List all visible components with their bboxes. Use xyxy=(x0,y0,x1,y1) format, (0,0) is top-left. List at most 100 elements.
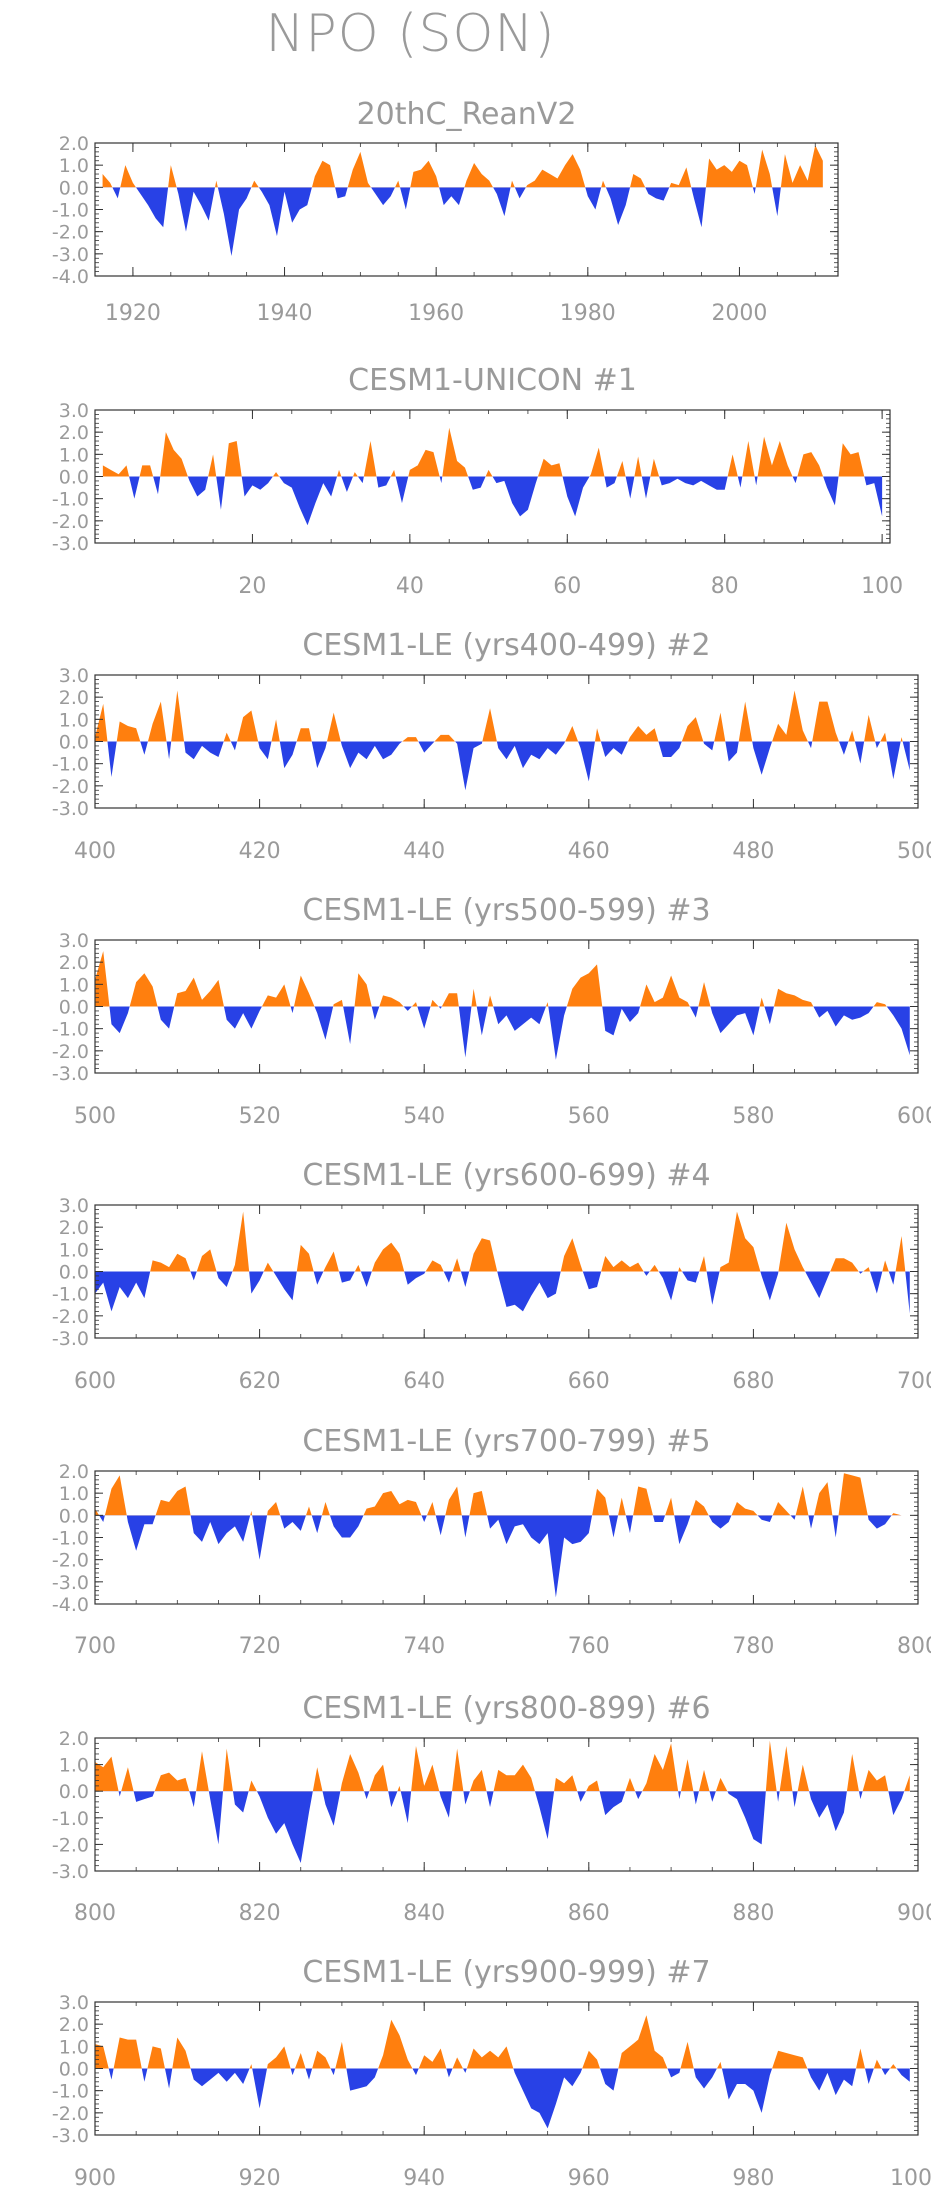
y-tick-label: -1.0 xyxy=(52,2081,89,2103)
y-tick-label: -3.0 xyxy=(52,2125,89,2147)
y-tick-label: 3.0 xyxy=(59,665,89,687)
y-tick-label: -1.0 xyxy=(52,1808,89,1830)
y-tick-label: 2.0 xyxy=(59,952,89,974)
x-tick-label: 40 xyxy=(396,574,424,599)
x-tick-label: 960 xyxy=(568,2166,610,2191)
x-tick-label: 1920 xyxy=(105,301,161,326)
y-tick-label: 2.0 xyxy=(59,2014,89,2036)
y-tick-label: 0.0 xyxy=(59,467,89,489)
x-tick-label: 800 xyxy=(74,1901,116,1926)
y-tick-label: -3.0 xyxy=(52,1861,89,1883)
main-title: NPO (SON) xyxy=(265,4,556,64)
negative-area xyxy=(102,476,883,526)
x-tick-label: 880 xyxy=(732,1901,774,1926)
panel-6: CESM1-LE (yrs700-799) #5 2.01.00.0-1.0-2.… xyxy=(52,1424,931,1659)
y-tick-label: -3.0 xyxy=(52,533,89,555)
x-tick-label: 400 xyxy=(74,839,116,864)
positive-area xyxy=(95,1211,910,1272)
y-tick-label: 1.0 xyxy=(59,2036,89,2058)
x-tick-label: 540 xyxy=(403,1104,445,1129)
y-tick-label: -3.0 xyxy=(52,1328,89,1350)
y-tick-label: 3.0 xyxy=(59,1195,89,1217)
y-tick-label: -2.0 xyxy=(52,1306,89,1328)
positive-area xyxy=(95,1473,910,1516)
y-tick-label: 0.0 xyxy=(59,1262,89,1284)
x-tick-label: 840 xyxy=(403,1901,445,1926)
negative-area xyxy=(95,1006,910,1060)
y-tick-label: -1.0 xyxy=(52,754,89,776)
x-tick-label: 800 xyxy=(897,1634,931,1659)
panel-title: CESM1-LE (yrs500-599) #3 xyxy=(302,893,710,928)
positive-area xyxy=(95,1740,910,1792)
x-tick-label: 580 xyxy=(732,1104,774,1129)
positive-area xyxy=(95,951,910,1007)
positive-area xyxy=(95,2015,910,2069)
panel-title: CESM1-LE (yrs400-499) #2 xyxy=(302,628,710,663)
negative-area xyxy=(99,1515,892,1598)
x-tick-label: 720 xyxy=(239,1634,281,1659)
positive-area xyxy=(102,427,883,477)
y-tick-label: 0.0 xyxy=(59,732,89,754)
y-tick-label: 1.0 xyxy=(59,1755,89,1777)
x-tick-label: 100 xyxy=(861,574,903,599)
negative-area xyxy=(95,2068,910,2129)
panel-title: CESM1-LE (yrs700-799) #5 xyxy=(302,1424,710,1459)
panel-title: CESM1-LE (yrs800-899) #6 xyxy=(302,1691,710,1726)
y-tick-label: -2.0 xyxy=(52,1550,89,1572)
panel-title: CESM1-LE (yrs600-699) #4 xyxy=(302,1158,710,1193)
y-tick-label: -3.0 xyxy=(52,244,89,266)
panel-7: CESM1-LE (yrs800-899) #6 2.0 1.0 0.0 -1.0 -2.… xyxy=(52,1691,931,1926)
x-tick-label: 660 xyxy=(568,1369,610,1394)
positive-area xyxy=(102,145,823,188)
y-tick-label: -3.0 xyxy=(52,1572,89,1594)
x-tick-label: 460 xyxy=(568,839,610,864)
x-tick-label: 420 xyxy=(239,839,281,864)
x-tick-label: 600 xyxy=(897,1104,931,1129)
panel-title: CESM1-LE (yrs900-999) #7 xyxy=(302,1955,710,1990)
negative-area xyxy=(95,1791,910,1864)
x-tick-label: 500 xyxy=(74,1104,116,1129)
y-tick-label: -3.0 xyxy=(52,1063,89,1085)
x-tick-label: 620 xyxy=(239,1369,281,1394)
y-tick-label: -1.0 xyxy=(52,1528,89,1550)
y-tick-label: -2.0 xyxy=(52,1041,89,1063)
y-tick-label: -2.0 xyxy=(52,776,89,798)
x-tick-label: 640 xyxy=(403,1369,445,1394)
y-tick-label: -2.0 xyxy=(52,2103,89,2125)
panel-2: CESM1-UNICON #1 3.02.01.00.0-1.0-2.0-3.0 2… xyxy=(52,363,903,599)
x-tick-label: 1000 xyxy=(890,2166,931,2191)
x-tick-label: 20 xyxy=(238,574,266,599)
x-tick-label: 900 xyxy=(897,1901,931,1926)
x-tick-label: 60 xyxy=(553,574,581,599)
y-tick-label: 2.0 xyxy=(59,422,89,444)
x-tick-label: 700 xyxy=(74,1634,116,1659)
x-tick-label: 700 xyxy=(897,1369,931,1394)
x-tick-label: 2000 xyxy=(711,301,767,326)
x-tick-label: 940 xyxy=(403,2166,445,2191)
x-tick-label: 920 xyxy=(239,2166,281,2191)
x-tick-label: 500 xyxy=(897,839,931,864)
panel-title: 20thC_ReanV2 xyxy=(357,97,577,132)
negative-area xyxy=(95,1271,910,1314)
y-tick-label: 1.0 xyxy=(59,1239,89,1261)
y-tick-label: -4.0 xyxy=(52,1594,89,1616)
x-tick-label: 780 xyxy=(732,1634,774,1659)
x-tick-label: 1940 xyxy=(257,301,313,326)
y-tick-label: -3.0 xyxy=(52,798,89,820)
panel-title: CESM1-UNICON #1 xyxy=(348,363,637,398)
negative-area xyxy=(95,741,910,791)
y-tick-label: -1.0 xyxy=(52,489,89,511)
y-tick-label: -2.0 xyxy=(52,222,89,244)
x-tick-label: 80 xyxy=(711,574,739,599)
x-tick-label: 600 xyxy=(74,1369,116,1394)
y-tick-label: -1.0 xyxy=(52,1019,89,1041)
x-tick-label: 980 xyxy=(732,2166,774,2191)
y-tick-label: -1.0 xyxy=(52,1284,89,1306)
y-tick-label: 0.0 xyxy=(59,1781,89,1803)
x-tick-label: 820 xyxy=(239,1901,281,1926)
x-tick-label: 740 xyxy=(403,1634,445,1659)
y-tick-label: 1.0 xyxy=(59,1483,89,1505)
y-tick-label: 3.0 xyxy=(59,1992,89,2014)
x-tick-label: 480 xyxy=(732,839,774,864)
